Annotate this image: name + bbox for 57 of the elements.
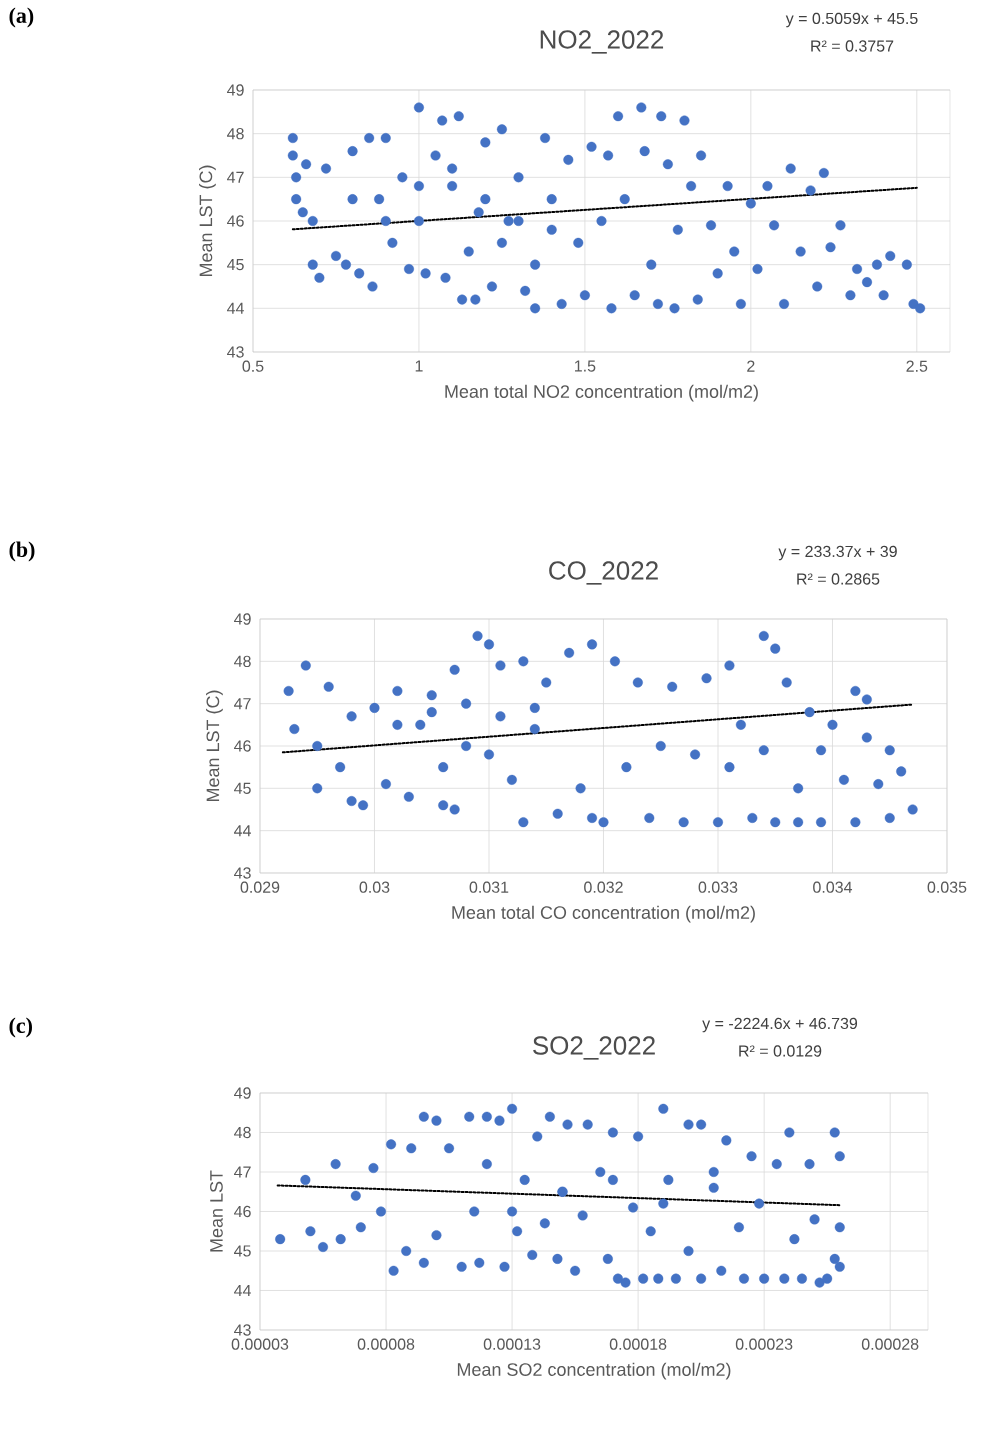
x-tick-label: 0.00028 bbox=[861, 1338, 919, 1350]
x-tick-label: 0.00008 bbox=[357, 1338, 415, 1350]
x-tick-label: 1.5 bbox=[575, 360, 596, 372]
x-tick-label: 0.031 bbox=[469, 881, 509, 893]
y-tick-label: 47 bbox=[234, 1166, 251, 1178]
y-tick-label: 43 bbox=[227, 346, 244, 358]
text: R² = 0.2865 bbox=[797, 573, 880, 585]
x-tick-label: 0.5 bbox=[242, 360, 264, 372]
y-tick-label: 46 bbox=[234, 1205, 251, 1218]
y-tick-label: 46 bbox=[234, 740, 251, 752]
x-tick-label: 1 bbox=[415, 360, 423, 372]
y-axis-title: Mean LST (C) bbox=[206, 690, 223, 802]
y-tick-label: 44 bbox=[227, 302, 244, 314]
y-tick-label: 49 bbox=[234, 1087, 251, 1099]
y-tick-label: 44 bbox=[234, 1284, 251, 1296]
x-tick-label: 2 bbox=[747, 360, 755, 372]
y-tick-label: 45 bbox=[234, 1245, 251, 1257]
y-tick-label: 49 bbox=[227, 84, 244, 96]
text: R² = 0.3757 bbox=[811, 40, 894, 52]
chart-title: CO_2022 bbox=[549, 561, 658, 585]
text: R² = 0.0129 bbox=[739, 1045, 822, 1057]
x-tick-label: 0.00018 bbox=[609, 1338, 667, 1350]
x-tick-label: 0.032 bbox=[584, 881, 623, 893]
chart-title: SO2_2022 bbox=[533, 1036, 655, 1060]
y-tick-label: 43 bbox=[234, 867, 251, 879]
text: (b) bbox=[9, 541, 35, 562]
x-tick-label: 2.5 bbox=[906, 360, 928, 372]
y-tick-label: 49 bbox=[234, 613, 251, 625]
x-tick-label: 0.029 bbox=[240, 881, 280, 893]
x-tick-label: 0.00003 bbox=[231, 1338, 289, 1350]
y-tick-label: 47 bbox=[227, 171, 244, 183]
text: (a) bbox=[9, 7, 34, 28]
y-tick-label: 47 bbox=[234, 698, 251, 710]
x-tick-label: 0.035 bbox=[927, 881, 967, 893]
y-axis-title: Mean LST bbox=[210, 1170, 223, 1252]
x-tick-label: 0.00013 bbox=[483, 1338, 541, 1350]
text: (c) bbox=[9, 1017, 32, 1038]
y-tick-label: 44 bbox=[234, 825, 251, 837]
x-axis-title: Mean total CO concentration (mol/m2) bbox=[452, 905, 755, 923]
y-axis-title: Mean LST (C) bbox=[199, 165, 216, 277]
x-tick-label: 0.00023 bbox=[735, 1338, 793, 1350]
y-tick-label: 43 bbox=[234, 1324, 251, 1336]
y-tick-label: 46 bbox=[227, 215, 244, 227]
chart-title: NO2_2022 bbox=[540, 30, 664, 54]
text: y = -2224.6x + 46.739 bbox=[702, 1017, 858, 1033]
y-tick-label: 45 bbox=[234, 782, 251, 794]
text: y = 0.5059x + 45.5 bbox=[785, 12, 918, 28]
x-tick-label: 0.033 bbox=[698, 881, 738, 893]
x-tick-label: 0.034 bbox=[813, 881, 853, 893]
y-tick-label: 48 bbox=[227, 128, 244, 140]
x-tick-label: 0.03 bbox=[359, 881, 390, 893]
y-tick-label: 48 bbox=[234, 655, 251, 667]
y-tick-label: 48 bbox=[234, 1126, 251, 1139]
text: y = 233.37x + 39 bbox=[778, 545, 897, 561]
x-axis-title: Mean SO2 concentration (mol/m2) bbox=[457, 1362, 731, 1380]
y-tick-label: 45 bbox=[227, 259, 244, 271]
x-axis-title: Mean total NO2 concentration (mol/m2) bbox=[445, 384, 758, 402]
